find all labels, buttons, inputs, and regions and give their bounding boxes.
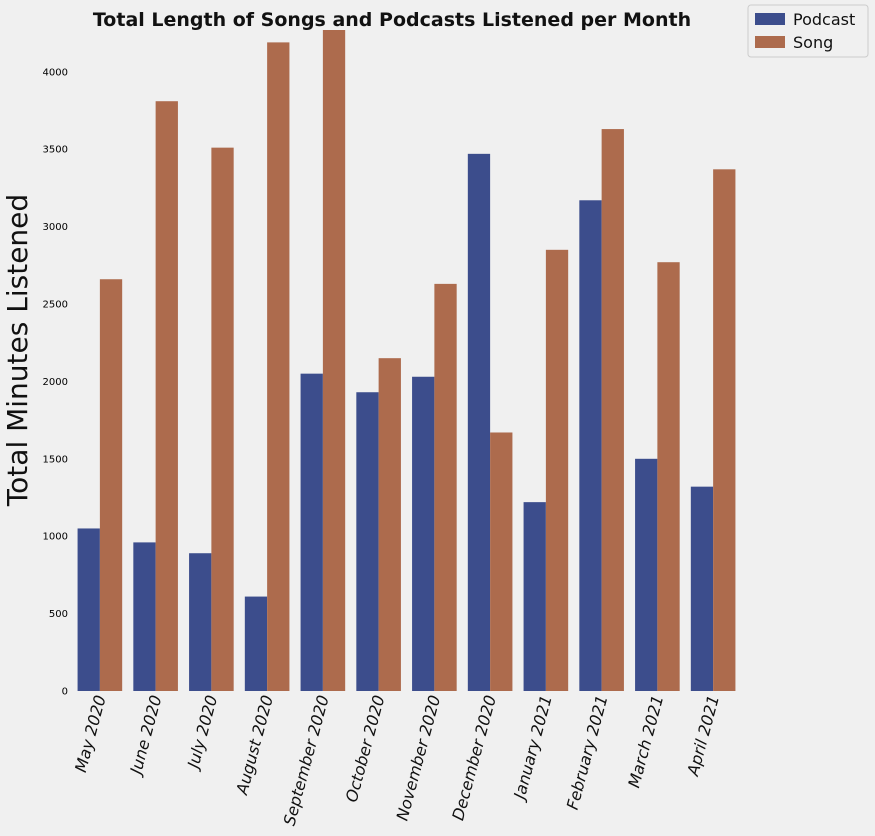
legend-swatch-song <box>755 36 785 48</box>
x-tick-label: January 2021 <box>509 693 556 804</box>
bar-podcast-july-2020 <box>189 553 212 691</box>
legend-label-podcast: Podcast <box>793 10 855 29</box>
legend-swatch-podcast <box>755 13 785 25</box>
x-tick-label: November 2020 <box>392 693 444 823</box>
bar-song-october-2020 <box>378 358 401 691</box>
y-tick-label: 2500 <box>43 299 68 310</box>
bar-podcast-august-2020 <box>244 596 268 691</box>
plot-area: 0 500 1000 1500 2000 2500 3000 3500 4000 May 2020… <box>43 30 736 828</box>
bar-podcast-march-2021 <box>635 458 658 691</box>
x-tick-label: March 2021 <box>624 693 667 790</box>
bar-song-march-2021 <box>657 262 680 691</box>
y-tick-label: 3500 <box>43 145 68 156</box>
y-tick-label: 2000 <box>43 377 68 388</box>
bar-song-april-2021 <box>713 169 736 691</box>
bar-song-september-2020 <box>322 30 346 691</box>
y-tick-label: 1000 <box>43 532 68 543</box>
bar-podcast-april-2021 <box>690 486 714 691</box>
y-axis-label: Total Minutes Listened <box>1 194 34 507</box>
bar-song-november-2020 <box>434 283 457 691</box>
bar-song-december-2020 <box>490 432 513 691</box>
bar-podcast-november-2020 <box>412 376 435 691</box>
y-tick-label: 4000 <box>43 67 68 78</box>
x-tick-label: April 2021 <box>683 693 723 778</box>
bar-podcast-june-2020 <box>133 542 156 691</box>
legend: Podcast Song <box>747 4 869 58</box>
bar-podcast-may-2020 <box>77 528 100 691</box>
bar-song-february-2021 <box>601 129 624 691</box>
x-tick-label: August 2020 <box>232 693 277 797</box>
y-tick-label: 500 <box>49 609 68 620</box>
x-tick-label: July 2020 <box>183 693 221 773</box>
x-tick-label: February 2021 <box>563 693 612 811</box>
bar-song-august-2020 <box>267 42 290 691</box>
y-tick-label: 0 <box>62 687 68 698</box>
x-tick-label: September 2020 <box>280 693 333 828</box>
bar-song-june-2020 <box>155 101 178 691</box>
bar-podcast-december-2020 <box>467 153 491 691</box>
bar-podcast-october-2020 <box>356 392 379 691</box>
x-tick-label: December 2020 <box>448 693 500 822</box>
bar-podcast-february-2021 <box>579 200 602 691</box>
legend-label-song: Song <box>793 33 833 52</box>
bar-song-may-2020 <box>99 279 123 691</box>
x-tick-label: June 2020 <box>125 693 165 779</box>
bar-podcast-january-2021 <box>523 502 546 691</box>
chart-title: Total Length of Songs and Podcasts Liste… <box>93 9 691 31</box>
y-tick-label: 1500 <box>43 454 68 465</box>
y-tick-label: 3000 <box>43 222 68 233</box>
bar-song-january-2021 <box>545 249 569 692</box>
x-tick-label: May 2020 <box>71 693 110 774</box>
bar-song-july-2020 <box>211 147 234 692</box>
x-tick-label: October 2020 <box>342 693 389 804</box>
bar-podcast-september-2020 <box>300 373 323 691</box>
